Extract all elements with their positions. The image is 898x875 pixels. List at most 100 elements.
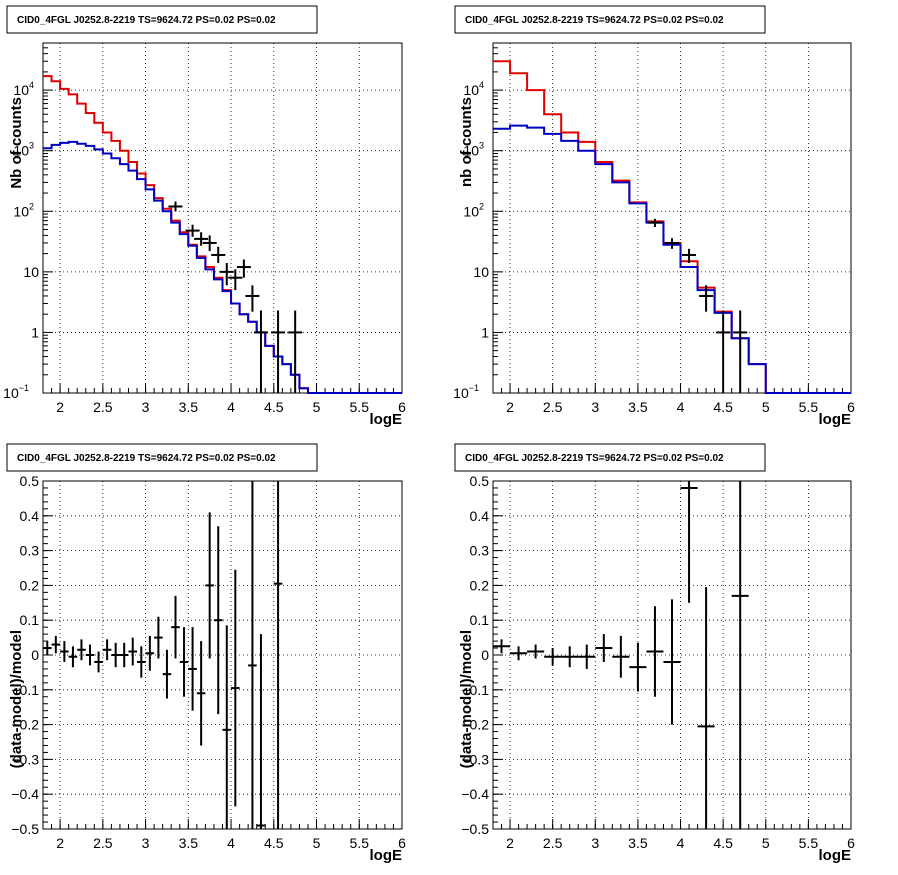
x-tick-label: 2.5 [93,835,113,851]
data-point [219,263,234,286]
data-point [236,259,251,278]
x-tick-label: 5.5 [350,399,370,415]
y-tick-label: 0.1 [470,612,490,628]
x-tick-label: 5.5 [799,399,819,415]
x-axis: 2 2.5 3 3.5 4 4.5 5 5.5 6 [492,481,855,851]
data-point [102,639,112,661]
y-tick-label: 0.5 [20,473,40,489]
y-axis: 10−1 1 10 102 103 104 [453,47,851,401]
x-tick-label: 3 [142,835,150,851]
data-point [213,526,223,715]
x-tick-label: 4 [677,399,685,415]
y-tick-exponent: 3 [29,141,34,151]
y-tick-label: −0.3 [11,751,39,767]
data-point [493,639,511,654]
data-point [188,627,197,711]
y-tick-label: 0.2 [470,577,490,593]
data-point [578,644,596,669]
x-tick-label: 4 [227,835,235,851]
x-tick-label: 5 [313,835,321,851]
x-tick-label: 5.5 [799,835,819,851]
x-tick-label: 5 [762,835,770,851]
data-point [185,224,200,237]
data-point [731,481,749,829]
y-tick-exponent: −1 [469,383,479,393]
title-box [6,5,318,34]
title-box [6,443,318,472]
y-tick-label: −0.4 [461,786,489,802]
x-tick-label: 4.5 [713,835,733,851]
y-axis-title: (data-model)/model [458,630,475,768]
data-point [168,201,183,212]
data-point [510,646,528,661]
plot-frame [42,42,403,394]
data-point [51,635,61,654]
data-point [647,218,662,228]
data-point [271,310,286,393]
y-tick-label: −0.2 [461,717,489,733]
data-point [716,310,731,393]
y-tick-label: 0.2 [20,577,40,593]
y-tick-exponent: 2 [29,201,34,211]
data-point [273,481,283,829]
x-axis-title: logE [819,411,852,428]
x-tick-label: 3.5 [628,835,648,851]
x-axis-title: logE [819,847,852,864]
y-tick-exponent: 3 [479,141,484,151]
data-point [228,269,243,291]
chart-title: CID0_4FGL J0252.8-2219 TS=9624.72 PS=0.0… [465,15,724,26]
data-point [43,641,52,655]
x-tick-label: 2 [56,835,64,851]
histogram-series-2 [493,124,851,394]
y-tick-label: 10−1 [453,383,479,401]
data-point [682,248,697,264]
x-tick-label: 3 [591,399,599,415]
y-tick-label: −0.2 [11,717,39,733]
data-points [647,218,748,393]
x-tick-label: 2.5 [543,835,563,851]
data-point [612,635,630,678]
x-tick-label: 6 [398,399,406,415]
data-point [60,641,69,662]
x-tick-label: 4 [227,399,235,415]
x-tick-label: 2 [506,835,514,851]
y-tick-label: 10 [23,264,39,280]
y-tick-label: 0 [31,647,39,663]
chart-panel-2: CID0_4FGL J0252.8-2219 TS=9624.72 PS=0.0… [453,5,855,428]
data-point [196,641,206,746]
data-point [202,235,217,252]
x-tick-label: 5 [762,399,770,415]
data-point [145,635,155,671]
x-tick-label: 3.5 [179,835,199,851]
data-point [179,627,189,697]
x-tick-label: 2 [506,399,514,415]
y-tick-label: 0.1 [20,612,40,628]
x-axis: 2 2.5 3 3.5 4 4.5 5 5.5 6 [42,481,406,851]
data-points [493,481,749,829]
x-tick-label: 4.5 [264,835,284,851]
y-tick-label: −0.3 [461,751,489,767]
x-tick-label: 2 [56,399,64,415]
y-tick-label: 104 [13,80,34,98]
data-point [231,569,240,807]
x-tick-label: 2.5 [93,399,113,415]
y-tick-label: 1 [481,324,489,340]
data-point [256,634,266,829]
data-point [680,481,698,603]
x-tick-label: 2.5 [543,399,563,415]
data-point [211,246,226,264]
data-point [646,606,664,697]
data-point [111,642,120,668]
histogram-series-1 [43,75,402,394]
x-tick-label: 4.5 [264,399,284,415]
chart-title: CID0_4FGL J0252.8-2219 TS=9624.72 PS=0.0… [17,453,276,464]
y-tick-label: 0.4 [470,508,490,524]
x-tick-label: 5 [313,399,321,415]
data-points [43,481,283,829]
data-point [137,646,146,678]
data-point [697,587,715,829]
data-point [222,625,232,829]
y-tick-label: 10−1 [3,383,29,401]
y-tick-exponent: 2 [479,201,484,211]
